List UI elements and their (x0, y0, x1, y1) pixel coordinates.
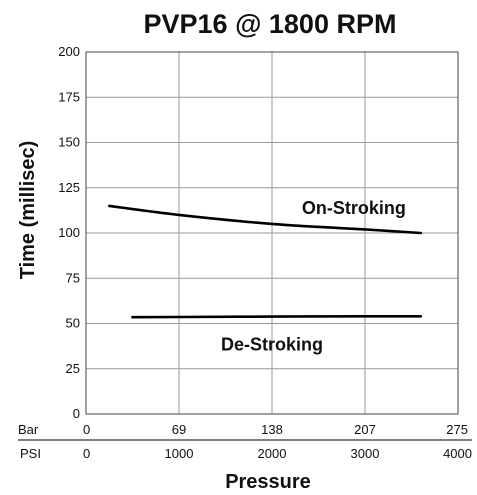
y-tick-label: 50 (66, 316, 80, 331)
x-tick-label-bar: 69 (172, 422, 186, 437)
x-tick-label-bar: 275 (446, 422, 468, 437)
y-axis-label: Time (millisec) (17, 141, 39, 280)
chart-title: PVP16 @ 1800 RPM (144, 9, 397, 39)
x-tick-label-psi: 0 (83, 446, 90, 461)
x-tick-label-psi: 1000 (165, 446, 194, 461)
y-tick-label: 100 (58, 225, 80, 240)
x-tick-label-psi: 2000 (258, 446, 287, 461)
y-tick-label: 125 (58, 180, 80, 195)
x-unit-bar: Bar (18, 422, 39, 437)
x-tick-label-psi: 3000 (351, 446, 380, 461)
series-line-1 (131, 314, 423, 319)
plot-frame (85, 51, 459, 415)
x-tick-label-bar: 138 (261, 422, 283, 437)
series-lines (108, 204, 423, 319)
x-tick-labels: 0 69 138 207 275 0 1000 2000 3000 4000 (83, 422, 472, 461)
y-tick-label: 200 (58, 44, 80, 59)
y-tick-label: 175 (58, 89, 80, 104)
y-tick-label: 25 (66, 361, 80, 376)
y-tick-label: 0 (73, 406, 80, 421)
series-label-1: De-Stroking (221, 335, 323, 355)
series-line-0 (108, 204, 423, 235)
series-annotations: On-Stroking De-Stroking (221, 198, 406, 355)
x-axis-label: Pressure (225, 471, 311, 493)
x-unit-psi: PSI (20, 446, 41, 461)
y-tick-label: 150 (58, 135, 80, 150)
x-tick-label-bar: 207 (354, 422, 376, 437)
x-tick-label-bar: 0 (83, 422, 90, 437)
y-tick-labels: 0 25 50 75 100 125 150 175 200 (58, 44, 80, 421)
x-tick-label-psi: 4000 (443, 446, 472, 461)
series-label-0: On-Stroking (302, 198, 406, 218)
y-tick-label: 75 (66, 270, 80, 285)
